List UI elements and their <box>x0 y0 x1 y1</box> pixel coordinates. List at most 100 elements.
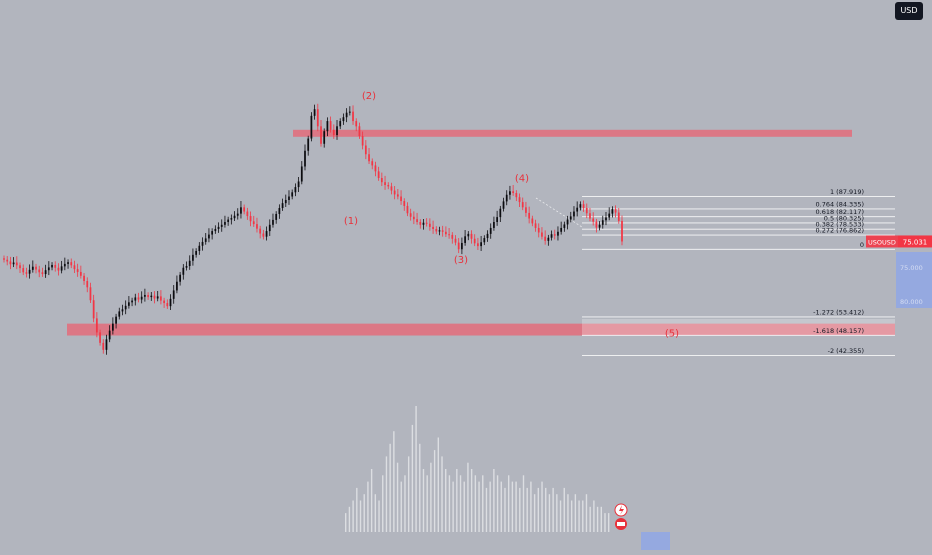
volume-bar <box>533 494 536 532</box>
candle-body <box>448 234 450 236</box>
candle-body <box>352 111 354 122</box>
volume-bar <box>600 506 602 532</box>
zones-layer <box>67 129 895 336</box>
volume-bar <box>430 462 432 532</box>
candle-body <box>41 272 44 275</box>
candle-body <box>284 199 287 204</box>
candle-body <box>544 236 547 241</box>
fib-level-label: -1.618 (48.157) <box>813 327 864 335</box>
candle-body <box>563 224 566 228</box>
volume-bar <box>522 475 525 532</box>
candle-body <box>592 218 595 222</box>
volume-bar <box>537 487 540 532</box>
wave-label: (2) <box>362 91 376 102</box>
volume-bar <box>482 475 484 532</box>
candle-body <box>211 231 214 235</box>
volume-bar <box>567 494 569 532</box>
candle-body <box>108 330 111 340</box>
candle-body <box>374 165 377 172</box>
last-price-label: 75.031 <box>903 238 928 246</box>
candle-body <box>368 154 370 162</box>
volume-bar <box>404 475 406 532</box>
candle-body <box>172 290 175 299</box>
candle-body <box>483 238 486 243</box>
candle-body <box>364 145 367 155</box>
volume-bar <box>463 481 465 532</box>
candle-body <box>153 295 156 299</box>
volume-bar <box>437 437 440 532</box>
candle-body <box>182 267 185 275</box>
volume-bar <box>411 424 414 532</box>
volume-bar <box>348 506 351 532</box>
candle-body <box>496 217 498 223</box>
volume-bar <box>515 481 517 532</box>
candle-body <box>454 238 457 243</box>
candle-body <box>102 342 105 350</box>
volume-bar <box>474 475 477 532</box>
candle-body <box>445 231 447 235</box>
candle-body <box>256 224 258 229</box>
candle-body <box>528 212 531 219</box>
candle-body <box>79 271 82 276</box>
candle-body <box>339 121 342 127</box>
volume-bar <box>445 469 447 532</box>
volume-bar <box>589 506 591 532</box>
candle-body <box>156 296 159 299</box>
candle-body <box>54 264 57 268</box>
volume-bar <box>400 481 402 532</box>
volume-bar <box>385 456 388 532</box>
candle-body <box>19 265 21 269</box>
volume-bar <box>382 475 384 532</box>
candle-body <box>576 207 579 212</box>
fib-level-label: 0.272 (76.862) <box>816 227 865 235</box>
candle-body <box>262 233 265 237</box>
event-icons-layer <box>614 503 628 530</box>
volume-bar <box>530 481 532 532</box>
volume-bar <box>433 450 436 532</box>
candle-body <box>518 197 521 203</box>
volume-bar <box>500 481 502 532</box>
candle-body <box>493 222 495 228</box>
candle-body <box>403 201 406 206</box>
candle-body <box>144 294 146 297</box>
candle-body <box>208 234 210 239</box>
candle-body <box>509 191 511 195</box>
candle-body <box>585 208 588 214</box>
volume-bar <box>467 462 469 532</box>
candle-body <box>160 296 162 301</box>
wave-label: (5) <box>665 329 679 340</box>
volume-bar <box>374 494 377 532</box>
candle-body <box>505 194 508 202</box>
symbol-label: USOUSD <box>868 238 896 246</box>
volume-bar <box>356 487 358 532</box>
candle-body <box>265 231 268 237</box>
volume-bar <box>415 406 417 532</box>
candle-body <box>281 203 284 209</box>
candle-body <box>412 216 415 220</box>
volume-bar <box>367 481 369 532</box>
volume-bar <box>526 487 528 532</box>
candle-body <box>188 260 191 267</box>
volume-bar <box>570 500 573 532</box>
time-range-highlight <box>641 532 670 550</box>
candle-body <box>451 234 454 239</box>
candle-body <box>297 181 300 188</box>
candle-body <box>304 150 306 167</box>
candle-body <box>605 217 607 221</box>
volume-bar <box>389 443 391 532</box>
price-zone <box>293 129 852 137</box>
currency-button[interactable]: USD <box>895 2 923 20</box>
candle-body <box>259 228 262 234</box>
volume-bar <box>359 500 362 532</box>
candle-body <box>134 297 137 301</box>
volume-bar <box>448 475 451 532</box>
candle-body <box>550 234 553 238</box>
candle-body <box>387 184 390 187</box>
candle-body <box>614 209 617 213</box>
candle-body <box>390 186 393 191</box>
candle-body <box>76 269 79 272</box>
candle-body <box>438 230 441 232</box>
candle-body <box>99 332 101 343</box>
